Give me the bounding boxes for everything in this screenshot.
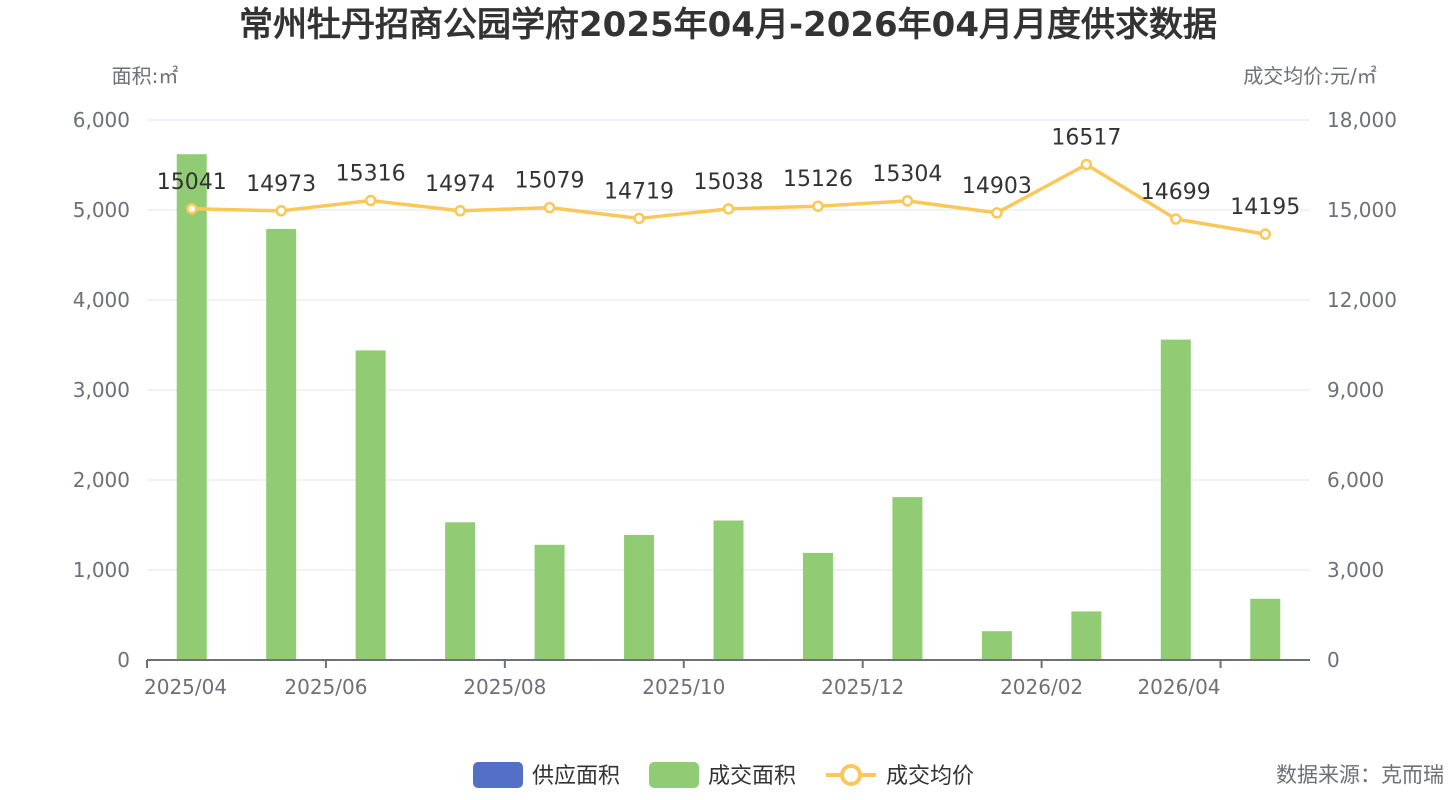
right-tick-label: 12,000 (1327, 288, 1397, 312)
legend-swatch-deal-area (649, 762, 699, 788)
right-tick-label: 9,000 (1327, 378, 1384, 402)
left-tick-label: 4,000 (73, 288, 130, 312)
left-tick-label: 0 (117, 648, 130, 672)
bar-deal-area (624, 534, 655, 660)
data-labels: 15041 14973 15316 14974 15079 14719 15038 15126… (157, 125, 1301, 220)
right-tick-label: 0 (1327, 648, 1340, 672)
price-label: 14973 (246, 172, 316, 197)
x-tick-label: 2025/10 (642, 675, 725, 699)
left-axis-label: 面积:㎡ (112, 64, 179, 88)
right-axis-ticks: 0 3,000 6,000 9,000 12,000 15,000 18,000 (1327, 108, 1397, 672)
bars (176, 154, 1281, 660)
x-tick-label: 2026/02 (1000, 675, 1083, 699)
bar-deal-area (981, 631, 1012, 660)
x-tick-label: 2025/04 (144, 675, 227, 699)
left-tick-label: 3,000 (73, 378, 130, 402)
x-tick-label: 2026/04 (1137, 675, 1220, 699)
left-tick-label: 5,000 (73, 198, 130, 222)
legend-label-supply: 供应面积 (532, 764, 620, 789)
bar-deal-area (892, 497, 923, 660)
right-tick-label: 3,000 (1327, 558, 1384, 582)
x-tick-label: 2025/12 (821, 675, 904, 699)
data-source: 数据来源：克而瑞 (1276, 763, 1444, 787)
price-label: 14719 (604, 179, 674, 204)
price-point (812, 200, 824, 212)
price-label: 15304 (872, 162, 942, 187)
price-label: 14974 (425, 172, 495, 197)
legend-swatch-supply (473, 762, 523, 788)
price-label: 15038 (694, 170, 764, 195)
bar-deal-area (534, 544, 565, 660)
legend: 供应面积 成交面积 成交均价 (473, 762, 974, 789)
bar-deal-area (1160, 339, 1191, 660)
price-point (364, 194, 377, 207)
right-tick-label: 18,000 (1327, 108, 1397, 132)
bar-deal-area (802, 552, 833, 660)
price-line (185, 158, 1272, 240)
right-tick-label: 15,000 (1327, 198, 1397, 222)
price-label: 14195 (1230, 195, 1300, 220)
x-tick-label: 2025/08 (463, 675, 546, 699)
price-point (1259, 228, 1272, 240)
price-point (1170, 213, 1182, 225)
price-label: 15126 (783, 167, 853, 192)
legend-swatch-marker (840, 764, 862, 786)
bar-deal-area (1250, 598, 1281, 660)
price-label: 14903 (962, 174, 1032, 199)
price-point (454, 205, 466, 217)
price-point (1080, 158, 1093, 171)
legend-item-deal-area[interactable]: 成交面积 (649, 762, 796, 789)
bar-deal-area (176, 154, 207, 660)
bar-deal-area (713, 520, 744, 660)
price-point (275, 205, 287, 217)
price-point (901, 195, 914, 207)
chart-title: 常州牡丹招商公园学府2025年04月-2026年04月月度供求数据 (239, 5, 1217, 45)
left-tick-label: 1,000 (73, 558, 130, 582)
bar-deal-area (445, 522, 476, 660)
price-label: 14699 (1141, 180, 1211, 205)
x-axis: 2025/04 2025/06 2025/08 2025/10 2025/12 2026/… (144, 659, 1310, 699)
price-label: 15316 (336, 162, 406, 187)
price-point (633, 212, 645, 225)
price-point (991, 207, 1003, 219)
price-point (722, 203, 735, 215)
left-tick-label: 6,000 (73, 108, 130, 132)
price-point (185, 203, 198, 215)
right-tick-label: 6,000 (1327, 468, 1384, 492)
bar-deal-area (266, 228, 297, 660)
bar-deal-area (1071, 611, 1102, 660)
legend-item-supply[interactable]: 供应面积 (473, 762, 620, 789)
price-label: 16517 (1051, 125, 1121, 150)
legend-item-avg-price[interactable]: 成交均价 (826, 764, 974, 789)
right-axis-label: 成交均价:元/㎡ (1243, 64, 1376, 88)
left-tick-label: 2,000 (73, 468, 130, 492)
bar-deal-area (355, 350, 386, 660)
legend-label-avg-price: 成交均价 (886, 764, 974, 789)
price-label: 15079 (515, 169, 585, 194)
price-label: 15041 (157, 170, 227, 195)
left-axis-ticks: 0 1,000 2,000 3,000 4,000 5,000 6,000 (73, 108, 130, 672)
x-tick-label: 2025/06 (284, 675, 367, 699)
price-point (543, 201, 556, 214)
legend-label-deal-area: 成交面积 (708, 764, 796, 789)
